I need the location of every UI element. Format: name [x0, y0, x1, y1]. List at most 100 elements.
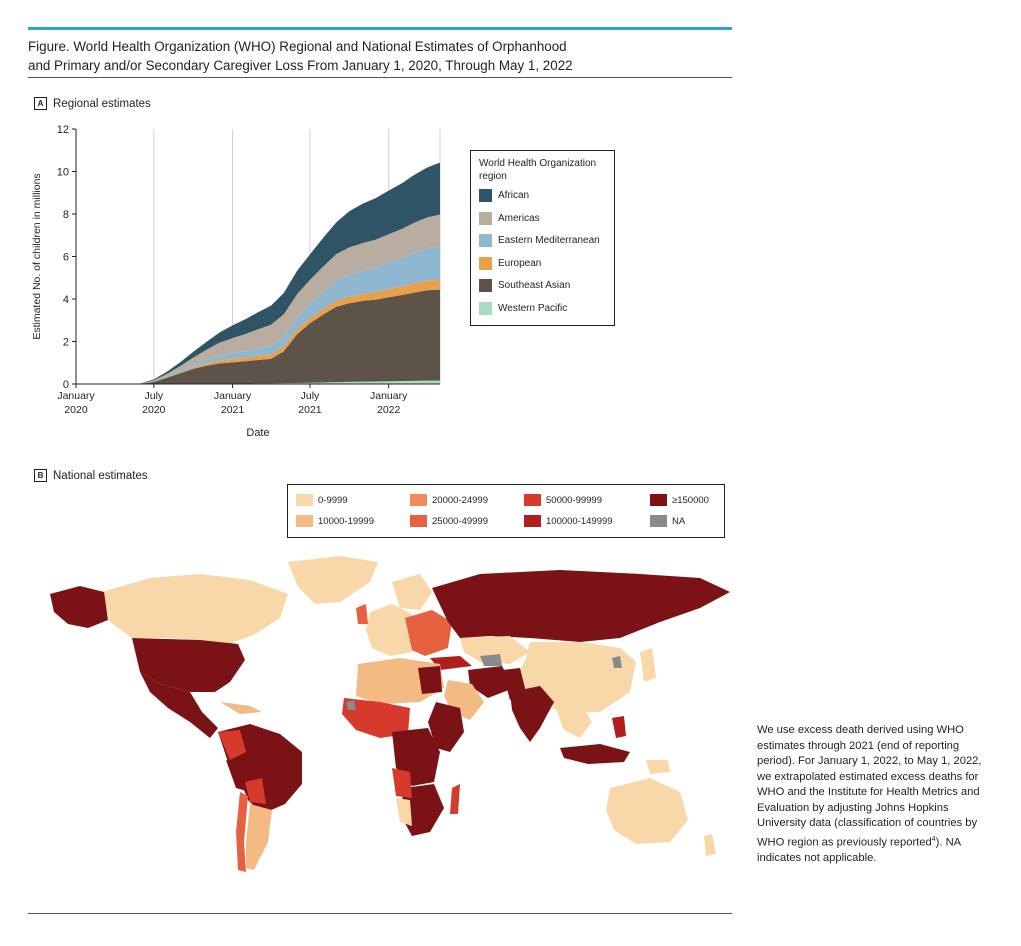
world-choropleth-map — [50, 556, 730, 872]
y-tick-label-2: 2 — [63, 337, 69, 349]
map-greenland — [288, 556, 378, 604]
legend-swatch — [479, 301, 492, 315]
y-tick-label-8: 8 — [63, 209, 69, 221]
national-legend: 0-9999 10000-19999 20000-24999 25000-49999 5… — [287, 484, 725, 538]
map-legend-label: NA — [672, 515, 686, 527]
map-west-africa-na — [346, 700, 356, 710]
x-tick-label-3-line2: 2021 — [298, 404, 322, 416]
area-americas — [76, 214, 440, 384]
map-legend-item: 10000-19999 — [296, 515, 374, 527]
map-legend-label: 25000-49999 — [432, 515, 488, 527]
map-png — [646, 760, 670, 774]
map-legend-item: NA — [650, 515, 685, 527]
y-tick-label-10: 10 — [57, 167, 69, 179]
x-axis-title: Date — [246, 427, 269, 439]
legend-swatch — [479, 256, 492, 270]
map-korea-na — [612, 656, 622, 668]
map-legend-label: ≥150000 — [672, 494, 709, 506]
map-legend-label: 0-9999 — [318, 494, 348, 506]
top-rule — [28, 27, 732, 30]
map-legend-item: 0-9999 — [296, 494, 348, 506]
map-legend-item: 100000-149999 — [524, 515, 613, 527]
map-colombia — [218, 730, 246, 760]
map-europe-west — [366, 604, 420, 656]
x-tick-label-1-line1: July — [145, 390, 164, 402]
legend-label: European — [498, 257, 542, 269]
y-tick-label-4: 4 — [63, 294, 69, 306]
map-caribbean — [220, 702, 262, 714]
map-legend-swatch — [524, 494, 541, 506]
map-europe-east — [405, 610, 452, 656]
figure-title-line-2: and Primary and/or Secondary Caregiver L… — [28, 58, 573, 73]
legend-item-eastern-mediterranean: Eastern Mediterranean — [479, 234, 600, 247]
map-canada — [102, 574, 288, 644]
x-tick-label-2-line2: 2021 — [221, 404, 245, 416]
map-legend-swatch — [524, 515, 541, 527]
map-legend-label: 50000-99999 — [546, 494, 602, 506]
map-legend-item: 20000-24999 — [410, 494, 488, 506]
map-legend-swatch — [650, 494, 667, 506]
map-angola — [392, 768, 412, 798]
x-tick-label-4-line1: January — [370, 390, 408, 402]
y-tick-label-0: 0 — [63, 379, 69, 391]
map-bolivia — [245, 778, 266, 804]
map-australia — [606, 778, 688, 844]
map-peru — [226, 760, 250, 792]
figure-title: Figure. World Health Organization (WHO) … — [28, 37, 728, 75]
regional-legend: World Health Organization region African… — [470, 150, 615, 326]
note-end: ). NA indicates not applicable. — [757, 836, 961, 864]
legend-item-southeast-asian: Southeast Asian — [479, 279, 570, 292]
map-legend-swatch — [296, 494, 313, 506]
map-legend-swatch — [410, 515, 427, 527]
map-iran — [468, 666, 514, 698]
legend-item-african: African — [479, 189, 529, 202]
map-argentina — [246, 804, 272, 870]
legend-label: Southeast Asian — [498, 280, 571, 291]
x-tick-label-4-line2: 2022 — [377, 404, 401, 416]
map-new-zealand — [704, 834, 716, 856]
panel-b-label: B National estimates — [34, 469, 148, 482]
panel-a-label: A Regional estimates — [34, 97, 151, 110]
area-southeast-asian — [76, 289, 440, 384]
map-usa — [132, 638, 245, 692]
map-legend-swatch — [296, 515, 313, 527]
legend-item-european: European — [479, 256, 542, 270]
map-east-africa — [428, 702, 464, 752]
legend-swatch — [479, 211, 492, 225]
panel-b-letter: B — [34, 469, 47, 482]
map-legend-label: 20000-24999 — [432, 494, 488, 506]
map-mongolia-na — [480, 654, 502, 666]
note-text: We use excess death derived using WHO es… — [757, 724, 982, 849]
x-tick-label-1-line2: 2020 — [142, 404, 166, 416]
y-tick-label-6: 6 — [63, 252, 69, 264]
panel-a-letter: A — [34, 97, 47, 110]
map-west-africa — [342, 698, 410, 738]
map-madagascar — [450, 784, 460, 814]
legend-label: African — [498, 190, 530, 201]
map-japan — [640, 648, 656, 682]
map-legend-item: 25000-49999 — [410, 515, 488, 527]
map-legend-swatch — [650, 515, 667, 527]
legend-swatch — [479, 234, 492, 247]
regional-legend-title: World Health Organization region — [479, 158, 597, 182]
x-tick-label-3-line1: July — [301, 390, 320, 402]
panel-b-title: National estimates — [53, 469, 148, 482]
legend-item-americas: Americas — [479, 211, 540, 225]
map-legend-item: 50000-99999 — [524, 494, 602, 506]
area-african — [76, 162, 440, 384]
x-tick-label-2-line1: January — [214, 390, 252, 402]
map-russia — [432, 570, 730, 642]
map-uk — [356, 604, 368, 624]
map-legend-label: 10000-19999 — [318, 515, 374, 527]
x-tick-label-0-line1: January — [57, 390, 95, 402]
map-philippines — [612, 716, 626, 738]
bottom-rule — [28, 913, 732, 914]
y-tick-label-12: 12 — [57, 124, 69, 136]
x-tick-label-0-line2: 2020 — [64, 404, 88, 416]
legend-swatch — [479, 279, 492, 292]
legend-swatch — [479, 189, 492, 202]
map-turkey — [430, 656, 472, 670]
regional-area-chart: 0 2 4 6 8 10 12 January 2020 July 2020 January 2021 J… — [31, 124, 441, 439]
legend-label: Western Pacific — [498, 302, 568, 314]
map-mexico — [140, 672, 218, 738]
